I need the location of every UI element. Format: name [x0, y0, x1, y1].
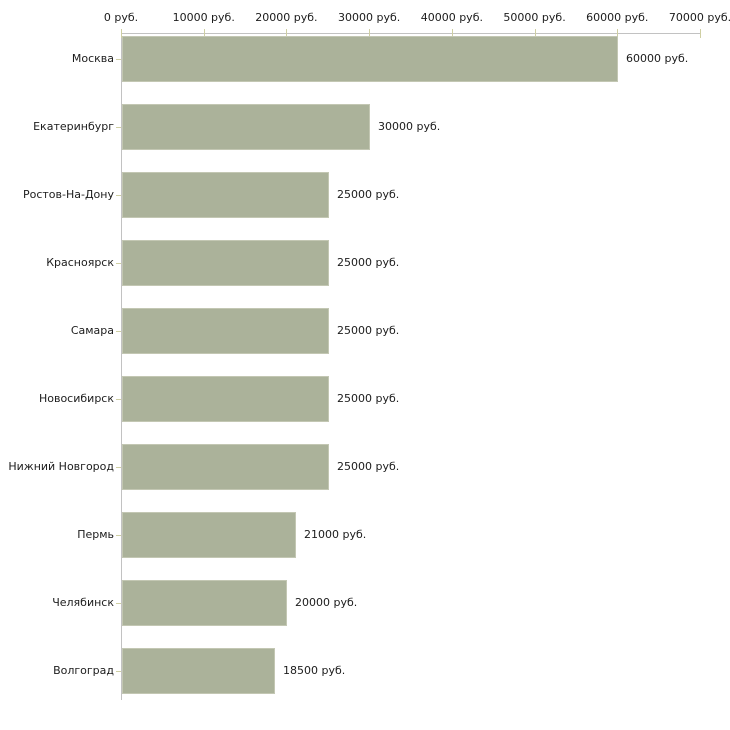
- x-axis-tick-label: 40000 руб.: [420, 11, 483, 24]
- x-axis-tick-label: 60000 руб.: [586, 11, 649, 24]
- bar: [122, 104, 370, 150]
- x-axis-line: [121, 33, 701, 34]
- category-tick: [116, 195, 121, 196]
- value-label: 20000 руб.: [295, 596, 358, 609]
- category-label: Самара: [70, 324, 114, 337]
- category-label: Москва: [71, 52, 114, 65]
- x-axis-tick: [534, 29, 536, 38]
- category-label: Челябинск: [52, 596, 114, 609]
- bar: [122, 444, 329, 490]
- x-axis-tick: [203, 29, 205, 38]
- x-axis-tick-label: 20000 руб.: [255, 11, 318, 24]
- value-label: 60000 руб.: [626, 52, 689, 65]
- category-tick: [116, 263, 121, 264]
- category-tick: [116, 671, 121, 672]
- category-label: Новосибирск: [38, 392, 114, 405]
- bar: [122, 580, 287, 626]
- value-label: 25000 руб.: [337, 392, 400, 405]
- x-axis-tick: [121, 29, 122, 38]
- category-label: Екатеринбург: [33, 120, 114, 133]
- bar: [122, 512, 296, 558]
- category-tick: [116, 535, 121, 536]
- category-label: Ростов-На-Дону: [22, 188, 114, 201]
- x-axis-tick: [286, 29, 288, 38]
- category-label: Волгоград: [53, 664, 114, 677]
- x-axis-tick: [700, 29, 701, 38]
- value-label: 25000 руб.: [337, 324, 400, 337]
- category-tick: [116, 59, 121, 60]
- bar: [122, 240, 329, 286]
- x-axis-tick: [369, 29, 371, 38]
- bar: [122, 36, 618, 82]
- x-axis-tick: [451, 29, 453, 38]
- category-label: Нижний Новгород: [8, 460, 114, 473]
- x-axis-tick-label: 10000 руб.: [172, 11, 235, 24]
- bar: [122, 172, 329, 218]
- category-tick: [116, 331, 121, 332]
- category-tick: [116, 603, 121, 604]
- x-axis-tick-label: 70000 руб.: [668, 11, 730, 24]
- category-tick: [116, 467, 121, 468]
- bar: [122, 648, 275, 694]
- value-label: 18500 руб.: [283, 664, 346, 677]
- value-label: 21000 руб.: [304, 528, 367, 541]
- bar: [122, 308, 329, 354]
- x-axis-tick-label: 50000 руб.: [503, 11, 566, 24]
- value-label: 25000 руб.: [337, 188, 400, 201]
- category-label: Красноярск: [46, 256, 114, 269]
- x-axis-tick-label: 0 руб.: [103, 11, 139, 24]
- y-axis-line: [121, 33, 122, 700]
- value-label: 30000 руб.: [378, 120, 441, 133]
- bar: [122, 376, 329, 422]
- value-label: 25000 руб.: [337, 256, 400, 269]
- category-label: Пермь: [77, 528, 114, 541]
- value-label: 25000 руб.: [337, 460, 400, 473]
- x-axis-tick: [617, 29, 619, 38]
- category-tick: [116, 399, 121, 400]
- x-axis-tick-label: 30000 руб.: [338, 11, 401, 24]
- category-tick: [116, 127, 121, 128]
